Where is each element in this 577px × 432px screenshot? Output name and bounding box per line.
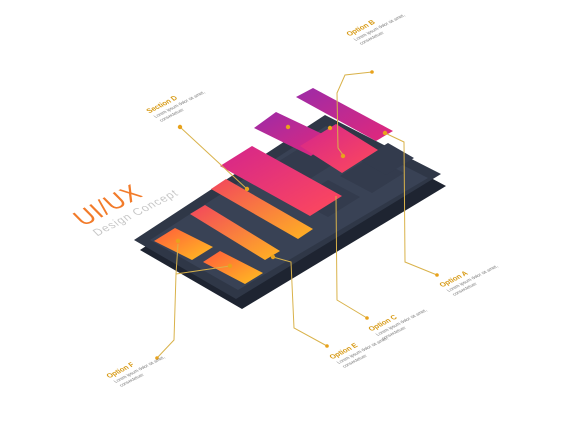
anchor-dot bbox=[435, 273, 439, 277]
anchor-dot bbox=[175, 238, 181, 244]
leader-option-f-branch bbox=[175, 265, 231, 275]
card-bar-1 bbox=[211, 179, 313, 239]
card-pink-large bbox=[220, 146, 342, 216]
anchor-dot bbox=[227, 263, 233, 269]
leader-option-f bbox=[156, 243, 179, 359]
leader-option-a bbox=[384, 132, 438, 276]
anchor-dot bbox=[285, 124, 291, 130]
card-magenta-top bbox=[296, 88, 393, 141]
leader-section-d bbox=[179, 126, 248, 190]
anchor-dot bbox=[155, 356, 159, 360]
anchor-dots bbox=[155, 70, 439, 360]
screen-panel bbox=[360, 143, 414, 175]
card-pink-square bbox=[300, 124, 378, 173]
card-bar-2 bbox=[190, 205, 280, 260]
anchor-dot bbox=[327, 125, 333, 131]
anchor-dot bbox=[370, 70, 374, 74]
anchor-dot bbox=[244, 186, 250, 192]
leader-option-b bbox=[336, 71, 373, 156]
leader-option-e bbox=[272, 256, 328, 347]
leader-lines bbox=[156, 71, 438, 359]
ui-cards bbox=[154, 88, 393, 284]
anchor-dot bbox=[340, 153, 346, 159]
anchor-dot bbox=[365, 316, 369, 320]
leader-option-c bbox=[335, 195, 368, 319]
anchor-dot bbox=[270, 254, 276, 260]
anchor-dot bbox=[177, 124, 183, 130]
card-small-left bbox=[154, 228, 213, 260]
card-small-right bbox=[203, 251, 263, 284]
anchor-dot bbox=[382, 130, 388, 136]
anchor-dot bbox=[325, 344, 329, 348]
